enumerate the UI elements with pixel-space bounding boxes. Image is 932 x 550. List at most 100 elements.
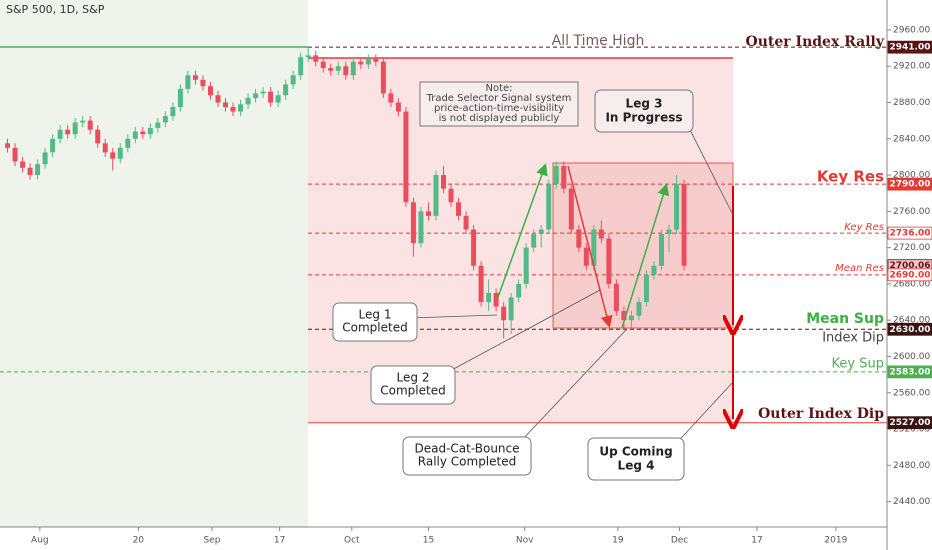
note-line: price-action-time-visibility bbox=[434, 103, 564, 114]
candle-body bbox=[20, 161, 26, 168]
candle-body bbox=[27, 167, 33, 176]
candle-body bbox=[253, 93, 259, 98]
level-text: Index Dip bbox=[822, 331, 884, 346]
inner-zone bbox=[552, 162, 734, 329]
candle-body bbox=[102, 143, 108, 153]
leg1-text: Leg 1 bbox=[359, 308, 392, 322]
candle-body bbox=[313, 55, 319, 62]
candle-body bbox=[433, 175, 439, 216]
candle-body bbox=[591, 229, 597, 266]
level-text: All Time High bbox=[552, 33, 645, 49]
candle-body bbox=[643, 274, 649, 303]
candle-body bbox=[636, 302, 642, 316]
candle-body bbox=[486, 292, 492, 303]
candle-body bbox=[553, 165, 559, 185]
candle-body bbox=[5, 143, 11, 148]
candle-body bbox=[335, 66, 341, 71]
candle-body bbox=[207, 86, 213, 96]
candle-body bbox=[87, 120, 93, 130]
x-tick-label: 2019 bbox=[824, 536, 847, 546]
price-tag-label: 2700.06 bbox=[890, 261, 931, 271]
candle-body bbox=[508, 297, 514, 321]
candle-body bbox=[147, 127, 153, 135]
leg4-text: Up Coming bbox=[599, 445, 672, 459]
x-tick-label: 17 bbox=[274, 536, 285, 546]
leg3-box: Leg 3 In Progress bbox=[594, 89, 694, 133]
x-tick-label: 20 bbox=[133, 536, 145, 546]
callout-lines bbox=[409, 109, 734, 449]
candle-body bbox=[621, 311, 627, 321]
price-tag-label: 2527.00 bbox=[890, 418, 931, 428]
candle-body bbox=[110, 152, 116, 159]
candle-body bbox=[410, 202, 416, 244]
candle-body bbox=[245, 97, 251, 105]
candle-body bbox=[658, 234, 664, 266]
candle-body bbox=[501, 306, 507, 321]
candle-body bbox=[576, 229, 582, 248]
price-tag-label: 2630.00 bbox=[890, 325, 931, 335]
note-line: Trade Selector Signal system bbox=[426, 93, 572, 104]
candle-body bbox=[523, 247, 529, 284]
background-zone bbox=[0, 0, 308, 527]
candle-body bbox=[358, 61, 364, 65]
candle-body bbox=[162, 116, 168, 123]
y-tick-label: 2720.00 bbox=[893, 243, 930, 253]
y-tick-label: 2680.00 bbox=[893, 279, 930, 289]
candle-body bbox=[613, 283, 619, 312]
price-tag bbox=[887, 365, 932, 379]
candle-body bbox=[478, 265, 484, 303]
x-tick-label: 17 bbox=[751, 536, 762, 546]
candle-body bbox=[403, 111, 409, 203]
level-text: Key Res bbox=[844, 222, 884, 233]
candle-body bbox=[666, 229, 672, 235]
candle-body bbox=[65, 129, 71, 135]
candle-body bbox=[538, 229, 544, 235]
candle-body bbox=[283, 84, 289, 96]
y-tick-label: 2520.00 bbox=[893, 425, 930, 435]
candle-body bbox=[305, 55, 311, 58]
svg-text:Note:: Note: bbox=[485, 83, 512, 94]
candle-body bbox=[463, 215, 469, 230]
candle-body bbox=[125, 138, 131, 148]
candle-body bbox=[380, 61, 386, 94]
leg4-text: Leg 4 bbox=[618, 459, 655, 473]
price-tag-label: 2941.00 bbox=[890, 43, 931, 53]
candle-body bbox=[35, 164, 41, 176]
candle-body bbox=[230, 107, 236, 112]
y-tick-label: 2920.00 bbox=[893, 62, 930, 72]
candle-body bbox=[493, 292, 499, 307]
candle-body bbox=[215, 95, 221, 103]
y-tick-label: 2880.00 bbox=[893, 98, 930, 108]
y-tick-label: 2800.00 bbox=[893, 171, 930, 181]
level-text: Outer Index Dip bbox=[758, 406, 884, 422]
arrow-leg1 bbox=[496, 163, 548, 301]
candle-body bbox=[651, 265, 657, 275]
candle-body bbox=[441, 175, 446, 189]
x-tick-label: Oct bbox=[344, 536, 360, 546]
svg-text:Trade Selector Signal system: Trade Selector Signal system bbox=[426, 93, 572, 104]
candle-body bbox=[425, 211, 431, 216]
time-axis bbox=[0, 527, 887, 550]
y-tick-label: 2480.00 bbox=[893, 461, 930, 471]
x-tick-label: Nov bbox=[516, 536, 534, 546]
level-text: Key Sup bbox=[832, 357, 884, 372]
price-tag bbox=[887, 177, 932, 191]
candle-body bbox=[268, 91, 274, 103]
level-text: Mean Res bbox=[835, 263, 884, 274]
svg-text:is not displayed publicly: is not displayed publicly bbox=[439, 113, 560, 124]
candle-body bbox=[155, 122, 161, 128]
x-tick-label: 15 bbox=[423, 536, 434, 546]
candle-body bbox=[681, 184, 687, 266]
level-text: Mean Sup bbox=[806, 311, 884, 327]
candle-body bbox=[516, 283, 522, 298]
deadcat-text: Dead-Cat-Bounce bbox=[414, 442, 519, 456]
leg2-text: Leg 2 bbox=[397, 371, 430, 385]
deadcat-box: Dead-Cat-Bounce Rally Completed bbox=[402, 436, 532, 476]
candle-body bbox=[95, 129, 101, 144]
leg1-text: Completed bbox=[342, 321, 407, 335]
candle-body bbox=[117, 147, 123, 159]
candle-body bbox=[42, 152, 48, 165]
leg3-text: Leg 3 bbox=[626, 97, 663, 111]
candle-body bbox=[260, 91, 266, 94]
price-tag bbox=[887, 322, 932, 336]
